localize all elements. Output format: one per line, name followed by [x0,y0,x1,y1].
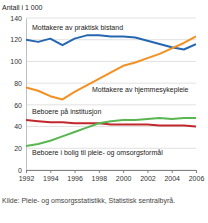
x-tick-mark [50,170,51,173]
x-tick: 2000 [116,170,132,182]
y-tick-label: 140 [10,15,22,22]
y-tick: 20 [14,145,26,152]
series-lines [26,35,196,146]
x-tick-mark [75,170,76,173]
y-tick: 0 [18,167,26,174]
y-tick-label: 60 [14,102,22,109]
grid-line [26,83,196,84]
x-tick-mark [147,170,148,173]
x-tick-label: 1996 [67,175,83,182]
y-tick-label: 120 [10,36,22,43]
series-line [26,35,196,49]
x-tick-label: 2006 [189,175,205,182]
series-label: Mottakere av hjemmesykepleie [92,86,189,94]
y-tick: 140 [10,15,26,22]
y-axis-title: Antall i 1 000 [2,4,43,11]
x-tick-mark [196,170,197,173]
x-tick-label: 1994 [43,175,59,182]
series-labels: Mottakere av praktisk bistand Mottakere a… [32,24,189,157]
series-line [26,118,196,146]
x-axis-line [27,171,197,174]
series-label: Mottakere av praktisk bistand [32,24,123,32]
y-tick: 80 [14,80,26,87]
y-tick-label: 40 [14,123,22,130]
y-axis: 0 20 40 60 80 100 120 140 [10,15,26,174]
x-tick: 2006 [189,170,205,182]
x-tick-label: 1992 [19,175,35,182]
plot: 0 20 40 60 80 100 120 140 1992 1994 1996 1998 2000 20… [10,15,204,182]
x-tick-label: 1998 [92,175,108,182]
y-tick-label: 0 [18,167,22,174]
x-axis: 1992 1994 1996 1998 2000 2002 2004 2006 [19,170,205,182]
y-tick-label: 80 [14,80,22,87]
series-line [26,36,196,99]
x-tick: 1998 [92,170,108,182]
x-tick: 1996 [67,170,83,182]
x-tick-mark [172,170,173,173]
x-tick: 1994 [43,170,59,182]
grid [26,18,196,170]
y-axis-line [26,19,27,171]
chart: 0 20 40 60 80 100 120 140 1992 1994 1996 1998 2000 20… [0,0,208,223]
y-tick: 40 [14,123,26,130]
grid-line [26,61,196,62]
x-tick: 2002 [140,170,156,182]
y-tick-label: 20 [14,145,22,152]
x-tick-mark [123,170,124,173]
x-tick-label: 2000 [116,175,132,182]
x-tick-label: 2002 [140,175,156,182]
source: Kilde: Pleie- og omsorgsstatistikk, Stat… [2,197,175,205]
x-tick-mark [26,170,27,173]
series-label: Beboere i bolig til pleie- og omsorgsfor… [32,149,163,157]
x-tick: 2004 [164,170,180,182]
grid-line [26,104,196,105]
y-tick: 120 [10,36,26,43]
y-tick: 60 [14,102,26,109]
series-label: Beboere på institusjon [32,108,101,116]
y-tick-label: 100 [10,58,22,65]
x-tick-label: 2004 [164,175,180,182]
x-tick-mark [99,170,100,173]
grid-line [26,18,196,19]
x-tick: 1992 [19,170,35,182]
y-tick: 100 [10,58,26,65]
